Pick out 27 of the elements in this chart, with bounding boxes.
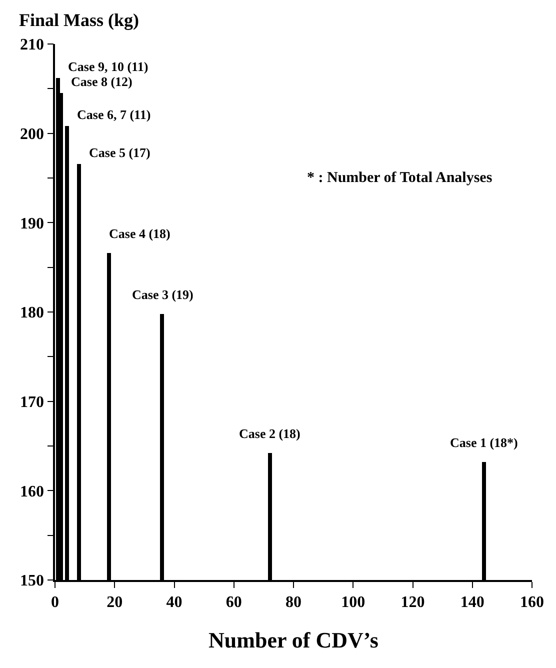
x-tick-label: 100 [341, 594, 366, 611]
x-tick-label: 0 [51, 594, 59, 611]
x-tick-label: 60 [226, 594, 242, 611]
y-tick-label: 210 [20, 36, 44, 54]
annotation: Case 5 (17) [89, 145, 150, 160]
annotation: Case 9, 10 (11) [68, 59, 148, 74]
y-tick-label: 150 [20, 572, 44, 590]
y-tick-label: 180 [20, 304, 44, 322]
x-axis-title: Number of CDV’s [208, 627, 379, 652]
annotation: Case 8 (12) [71, 74, 132, 89]
x-tick-label: 40 [166, 594, 182, 611]
y-tick-label: 200 [20, 126, 44, 143]
annotation: * : Number of Total Analyses [307, 170, 492, 186]
annotation: Case 6, 7 (11) [77, 107, 151, 122]
x-tick-label: 140 [460, 594, 484, 611]
annotation: Case 2 (18) [239, 426, 300, 441]
annotation: Case 4 (18) [109, 226, 170, 241]
y-tick-label: 170 [20, 394, 44, 411]
y-tick-label: 160 [20, 483, 44, 500]
x-tick-label: 80 [286, 594, 302, 611]
annotation: Case 1 (18*) [450, 435, 518, 450]
x-tick-label: 120 [400, 594, 425, 611]
y-tick-label: 190 [20, 215, 44, 232]
x-tick-label: 20 [106, 594, 123, 611]
annotation: Case 3 (19) [132, 287, 194, 302]
x-tick-label: 160 [520, 594, 544, 611]
y-axis-title: Final Mass (kg) [19, 10, 140, 30]
